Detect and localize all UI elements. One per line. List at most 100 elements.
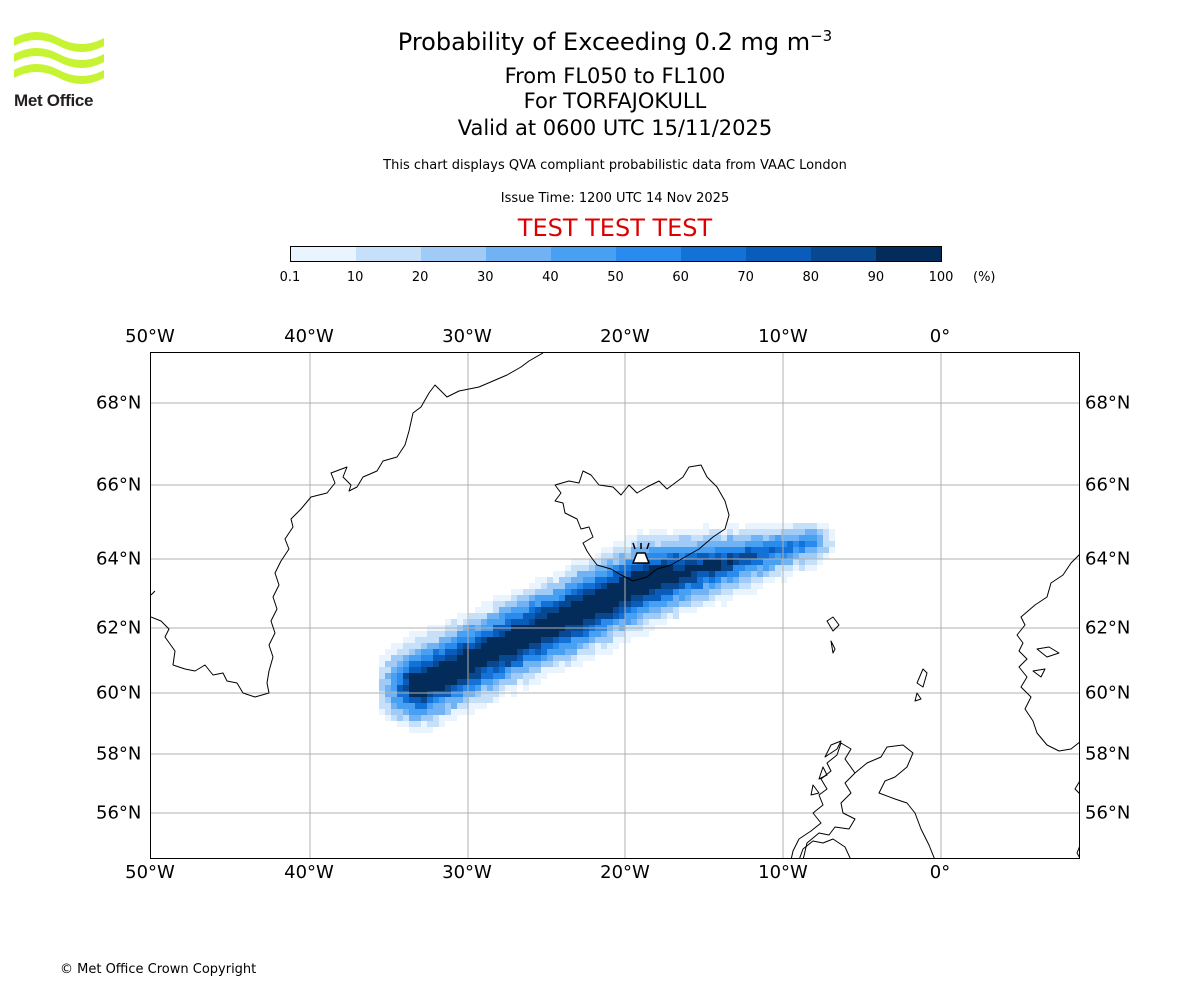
- probability-cell: [403, 679, 409, 685]
- probability-cell: [709, 589, 715, 595]
- probability-cell: [799, 553, 805, 559]
- probability-cell: [817, 541, 823, 547]
- probability-cell: [697, 577, 703, 583]
- probability-cell: [433, 721, 439, 727]
- probability-cell: [595, 553, 601, 559]
- probability-cell: [763, 547, 769, 553]
- probability-cell: [511, 643, 517, 649]
- probability-cell: [481, 601, 487, 607]
- probability-cell: [439, 643, 445, 649]
- copyright-notice: © Met Office Crown Copyright: [60, 962, 257, 977]
- probability-cell: [391, 679, 397, 685]
- probability-cell: [499, 619, 505, 625]
- probability-cell: [661, 607, 667, 613]
- probability-cell: [721, 595, 727, 601]
- probability-cell: [487, 601, 493, 607]
- coastline-faroe: [826, 616, 840, 654]
- probability-cell: [535, 673, 541, 679]
- probability-cell: [793, 529, 799, 535]
- probability-cell: [631, 583, 637, 589]
- probability-cell: [607, 649, 613, 655]
- probability-cell: [469, 679, 475, 685]
- probability-cell: [781, 535, 787, 541]
- probability-cell: [583, 649, 589, 655]
- colorbar-tick-label: 40: [542, 270, 559, 285]
- probability-cell: [751, 535, 757, 541]
- probability-cell: [583, 613, 589, 619]
- probability-cell: [787, 565, 793, 571]
- probability-cell: [685, 547, 691, 553]
- probability-cell: [673, 589, 679, 595]
- probability-cell: [787, 547, 793, 553]
- probability-cell: [433, 631, 439, 637]
- probability-cell: [751, 565, 757, 571]
- probability-cell: [487, 667, 493, 673]
- probability-cell: [565, 655, 571, 661]
- probability-cell: [577, 607, 583, 613]
- probability-cell: [805, 523, 811, 529]
- probability-cell: [397, 673, 403, 679]
- probability-cell: [535, 631, 541, 637]
- probability-cell: [469, 667, 475, 673]
- probability-cell: [571, 565, 577, 571]
- probability-cell: [439, 637, 445, 643]
- probability-cell: [457, 643, 463, 649]
- probability-cell: [601, 571, 607, 577]
- probability-cell: [661, 541, 667, 547]
- probability-cell: [421, 715, 427, 721]
- probability-cell: [433, 685, 439, 691]
- probability-cell: [691, 577, 697, 583]
- probability-cell: [493, 679, 499, 685]
- probability-cell: [463, 673, 469, 679]
- probability-cell: [805, 559, 811, 565]
- probability-cell: [643, 565, 649, 571]
- probability-cell: [583, 571, 589, 577]
- probability-cell: [559, 643, 565, 649]
- probability-cell: [805, 541, 811, 547]
- probability-cell: [643, 577, 649, 583]
- probability-cell: [445, 673, 451, 679]
- longitude-label-top: 10°W: [758, 326, 808, 347]
- probability-cell: [415, 679, 421, 685]
- probability-cell: [703, 529, 709, 535]
- probability-cell: [379, 661, 385, 667]
- probability-cell: [517, 613, 523, 619]
- probability-cell: [583, 577, 589, 583]
- probability-cell: [487, 649, 493, 655]
- probability-cell: [781, 559, 787, 565]
- probability-cell: [565, 565, 571, 571]
- probability-cell: [625, 535, 631, 541]
- probability-cell: [505, 685, 511, 691]
- probability-cell: [667, 595, 673, 601]
- probability-cell: [571, 559, 577, 565]
- probability-cell: [427, 673, 433, 679]
- probability-cell: [415, 703, 421, 709]
- probability-cell: [649, 529, 655, 535]
- probability-cell: [565, 619, 571, 625]
- latitude-label-left: 56°N: [96, 802, 142, 824]
- probability-cell: [385, 685, 391, 691]
- probability-cell: [709, 529, 715, 535]
- probability-cell: [583, 637, 589, 643]
- probability-cell: [751, 589, 757, 595]
- probability-cell: [535, 649, 541, 655]
- probability-cell: [733, 535, 739, 541]
- probability-cell: [685, 595, 691, 601]
- probability-cell: [745, 565, 751, 571]
- probability-cell: [559, 619, 565, 625]
- probability-cell: [469, 613, 475, 619]
- probability-cell: [715, 529, 721, 535]
- probability-cell: [727, 547, 733, 553]
- probability-cell: [457, 637, 463, 643]
- probability-cell: [655, 595, 661, 601]
- probability-cell: [607, 547, 613, 553]
- latitude-label-right: 60°N: [1085, 682, 1131, 704]
- probability-cell: [655, 583, 661, 589]
- probability-cell: [583, 643, 589, 649]
- probability-cell: [505, 661, 511, 667]
- probability-cell: [517, 607, 523, 613]
- probability-cell: [433, 649, 439, 655]
- probability-cell: [481, 679, 487, 685]
- longitude-label-bottom: 50°W: [125, 862, 175, 883]
- probability-cell: [445, 691, 451, 697]
